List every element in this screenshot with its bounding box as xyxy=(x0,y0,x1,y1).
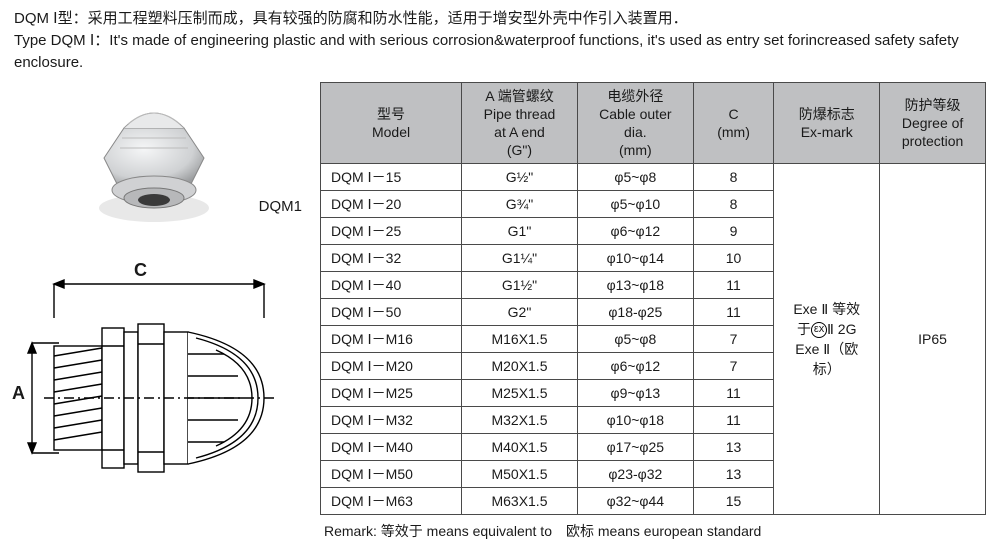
cell-thread: M32X1.5 xyxy=(462,407,578,434)
cell-dia: φ6~φ12 xyxy=(577,218,693,245)
cell-model: DQM Ⅰ－M16 xyxy=(321,326,462,353)
cell-thread: M40X1.5 xyxy=(462,434,578,461)
cell-dia: φ5~φ8 xyxy=(577,326,693,353)
col-model: 型号 Model xyxy=(321,83,462,164)
spec-table: 型号 Model A 端管螺纹 Pipe thread at A end (G"… xyxy=(320,82,986,515)
remark-text: Remark: 等效于 means equivalent to 欧标 means… xyxy=(320,515,986,541)
cell-model: DQM Ⅰ－M63 xyxy=(321,488,462,515)
cell-dia: φ23-φ32 xyxy=(577,461,693,488)
cell-model: DQM Ⅰ－M40 xyxy=(321,434,462,461)
cell-dia: φ10~φ18 xyxy=(577,407,693,434)
col-ip: 防护等级 Degree of protection xyxy=(880,83,986,164)
col-c: C (mm) xyxy=(693,83,774,164)
cell-model: DQM Ⅰ－M20 xyxy=(321,353,462,380)
cell-thread: M20X1.5 xyxy=(462,353,578,380)
cell-model: DQM Ⅰ－15 xyxy=(321,164,462,191)
cell-thread: M16X1.5 xyxy=(462,326,578,353)
cell-ex-mark: Exe Ⅱ 等效于εxⅡ 2GExe Ⅱ（欧标） xyxy=(774,164,880,515)
col-pipe-thread: A 端管螺纹 Pipe thread at A end (G") xyxy=(462,83,578,164)
cell-model: DQM Ⅰ－25 xyxy=(321,218,462,245)
cell-dia: φ18-φ25 xyxy=(577,299,693,326)
cell-model: DQM Ⅰ－40 xyxy=(321,272,462,299)
cell-c: 15 xyxy=(693,488,774,515)
cell-thread: G1¼" xyxy=(462,245,578,272)
cell-dia: φ10~φ14 xyxy=(577,245,693,272)
cell-model: DQM Ⅰ－M50 xyxy=(321,461,462,488)
cell-model: DQM Ⅰ－M32 xyxy=(321,407,462,434)
cell-dia: φ32~φ44 xyxy=(577,488,693,515)
col-cable-dia: 电缆外径 Cable outer dia. (mm) xyxy=(577,83,693,164)
cell-c: 7 xyxy=(693,326,774,353)
cell-dia: φ5~φ10 xyxy=(577,191,693,218)
cell-dia: φ9~φ13 xyxy=(577,380,693,407)
cell-thread: M50X1.5 xyxy=(462,461,578,488)
cell-dia: φ13~φ18 xyxy=(577,272,693,299)
cell-ip: IP65 xyxy=(880,164,986,515)
cell-dia: φ6~φ12 xyxy=(577,353,693,380)
cell-thread: G½" xyxy=(462,164,578,191)
cell-thread: G2" xyxy=(462,299,578,326)
engineering-drawing: C A xyxy=(14,258,304,488)
cell-c: 11 xyxy=(693,407,774,434)
cell-model: DQM Ⅰ－20 xyxy=(321,191,462,218)
description-chinese: DQM Ⅰ型：采用工程塑料压制而成，具有较强的防腐和防水性能，适用于增安型外壳中… xyxy=(14,8,986,30)
col-ex-mark: 防爆标志 Ex-mark xyxy=(774,83,880,164)
cell-thread: G¾" xyxy=(462,191,578,218)
table-row: DQM Ⅰ－15G½"φ5~φ88Exe Ⅱ 等效于εxⅡ 2GExe Ⅱ（欧标… xyxy=(321,164,986,191)
cell-thread: G1" xyxy=(462,218,578,245)
cell-model: DQM Ⅰ－32 xyxy=(321,245,462,272)
description-english: Type DQM Ⅰ：It's made of engineering plas… xyxy=(14,30,986,74)
cell-c: 13 xyxy=(693,461,774,488)
dimension-c-label: C xyxy=(134,260,147,281)
cell-thread: M25X1.5 xyxy=(462,380,578,407)
cell-thread: M63X1.5 xyxy=(462,488,578,515)
cell-c: 11 xyxy=(693,272,774,299)
product-photo-area: DQM1 xyxy=(14,88,320,248)
cell-model: DQM Ⅰ－50 xyxy=(321,299,462,326)
cell-model: DQM Ⅰ－M25 xyxy=(321,380,462,407)
cell-c: 9 xyxy=(693,218,774,245)
product-photo xyxy=(74,88,234,228)
dimension-a-label: A xyxy=(12,383,25,404)
cell-c: 10 xyxy=(693,245,774,272)
cell-dia: φ5~φ8 xyxy=(577,164,693,191)
cell-c: 11 xyxy=(693,380,774,407)
cell-dia: φ17~φ25 xyxy=(577,434,693,461)
cell-c: 13 xyxy=(693,434,774,461)
cell-c: 8 xyxy=(693,164,774,191)
cell-c: 11 xyxy=(693,299,774,326)
cell-c: 8 xyxy=(693,191,774,218)
cell-thread: G1½" xyxy=(462,272,578,299)
product-label: DQM1 xyxy=(259,198,302,215)
cell-c: 7 xyxy=(693,353,774,380)
